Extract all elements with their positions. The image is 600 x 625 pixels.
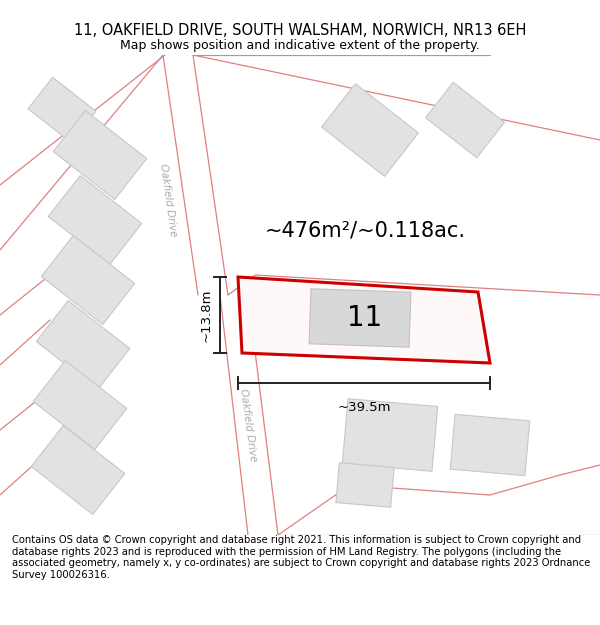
- Polygon shape: [322, 84, 418, 176]
- Text: ~13.8m: ~13.8m: [199, 288, 212, 342]
- Polygon shape: [336, 462, 394, 508]
- Polygon shape: [343, 399, 437, 471]
- Polygon shape: [36, 301, 130, 389]
- Text: Contains OS data © Crown copyright and database right 2021. This information is : Contains OS data © Crown copyright and d…: [12, 535, 590, 580]
- Polygon shape: [48, 176, 142, 264]
- Text: Oakfield Drive: Oakfield Drive: [238, 388, 258, 462]
- Polygon shape: [425, 82, 505, 158]
- Polygon shape: [53, 111, 147, 199]
- Text: Map shows position and indicative extent of the property.: Map shows position and indicative extent…: [120, 39, 480, 52]
- Polygon shape: [238, 277, 490, 363]
- Polygon shape: [31, 426, 125, 514]
- Polygon shape: [33, 361, 127, 449]
- Polygon shape: [309, 289, 411, 348]
- Polygon shape: [41, 236, 135, 324]
- Polygon shape: [28, 78, 96, 142]
- Text: ~39.5m: ~39.5m: [337, 401, 391, 414]
- Text: 11: 11: [347, 304, 383, 332]
- Polygon shape: [450, 414, 530, 476]
- Text: Oakfield Drive: Oakfield Drive: [158, 162, 178, 238]
- Text: ~476m²/~0.118ac.: ~476m²/~0.118ac.: [265, 220, 466, 240]
- Text: 11, OAKFIELD DRIVE, SOUTH WALSHAM, NORWICH, NR13 6EH: 11, OAKFIELD DRIVE, SOUTH WALSHAM, NORWI…: [74, 23, 526, 38]
